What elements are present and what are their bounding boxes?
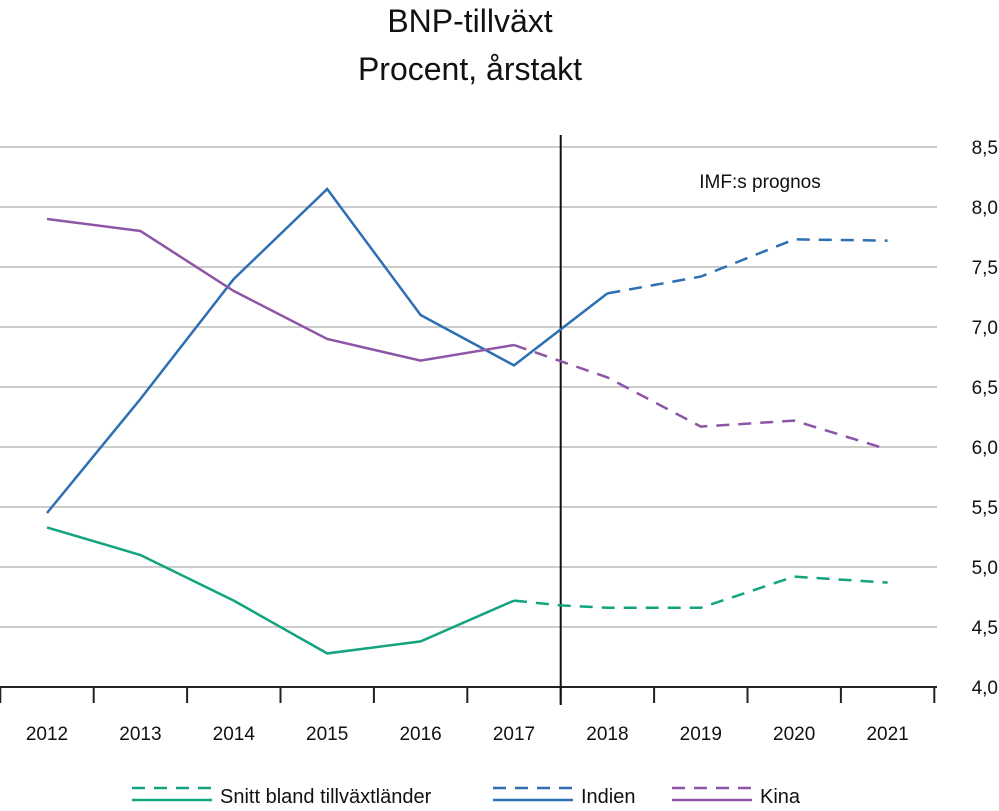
legend-item: Indien xyxy=(493,786,636,808)
y-tick-label: 5,5 xyxy=(972,498,998,519)
series-line-solid xyxy=(46,187,609,514)
y-tick-label: 7,0 xyxy=(972,318,998,339)
legend-label: Snitt bland tillväxtländer xyxy=(220,786,432,808)
legend-item: Kina xyxy=(672,786,801,808)
y-tick-label: 6,0 xyxy=(972,438,998,459)
x-tick-label: 2015 xyxy=(306,724,348,745)
y-tick-label: 6,5 xyxy=(972,378,998,399)
series-line-solid xyxy=(46,526,515,655)
x-tick-label: 2018 xyxy=(586,724,628,745)
legend-label: Kina xyxy=(760,786,801,808)
x-tick-label: 2017 xyxy=(493,724,535,745)
series-line-forecast xyxy=(607,238,888,295)
x-tick-label: 2021 xyxy=(866,724,908,745)
legend-item: Snitt bland tillväxtländer xyxy=(132,786,432,808)
forecast-annotation: IMF:s prognos xyxy=(699,172,820,193)
x-tick-label: 2016 xyxy=(399,724,441,745)
x-tick-label: 2013 xyxy=(119,724,161,745)
y-tick-label: 7,5 xyxy=(972,258,998,279)
series-line-forecast xyxy=(513,343,888,451)
legend-label: Indien xyxy=(581,786,636,808)
y-tick-label: 5,0 xyxy=(972,558,998,579)
y-tick-label: 4,0 xyxy=(972,678,998,699)
series-line-forecast xyxy=(513,575,888,610)
series-line-solid xyxy=(46,217,515,362)
x-tick-label: 2012 xyxy=(26,724,68,745)
chart-title: BNP-tillväxt xyxy=(387,3,553,39)
x-tick-label: 2019 xyxy=(680,724,722,745)
y-tick-label: 4,5 xyxy=(972,618,998,639)
y-tick-label: 8,5 xyxy=(972,138,998,159)
x-tick-label: 2014 xyxy=(213,724,256,745)
x-tick-label: 2020 xyxy=(773,724,815,745)
chart-subtitle: Procent, årstakt xyxy=(357,51,583,87)
y-tick-label: 8,0 xyxy=(972,198,998,219)
